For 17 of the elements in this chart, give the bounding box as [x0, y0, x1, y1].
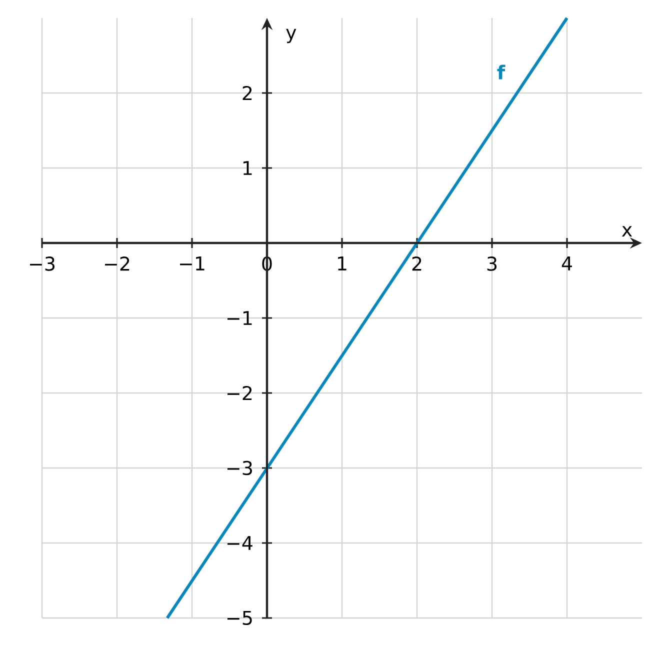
y-tick-label: 2	[242, 86, 252, 100]
x-tick-label: −1	[180, 256, 204, 270]
x-axis-title: x	[622, 226, 632, 236]
y-tick-label: −2	[227, 386, 252, 400]
y-tick-label: −3	[227, 460, 252, 476]
y-axis-title: y	[286, 28, 296, 44]
y-tick-label: 1	[243, 161, 252, 175]
y-tick-label: −1	[227, 311, 252, 325]
x-tick-label: −2	[105, 256, 130, 271]
x-tick-label: 2	[412, 256, 422, 271]
y-tick-label: −4	[227, 536, 252, 550]
series-label: f	[497, 64, 506, 80]
x-tick-label: 4	[562, 256, 572, 270]
x-tick-label: 1	[338, 256, 346, 270]
y-tick-label: −5	[227, 610, 252, 626]
x-tick-label: 3	[487, 256, 497, 271]
x-tick-label: −3	[30, 256, 54, 271]
